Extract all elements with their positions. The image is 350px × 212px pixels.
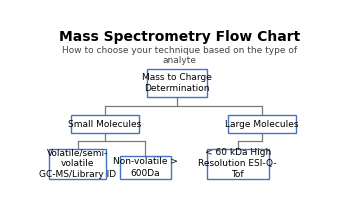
Text: Mass Spectrometry Flow Chart: Mass Spectrometry Flow Chart — [59, 29, 300, 43]
Text: Large Molecules: Large Molecules — [225, 120, 299, 129]
Text: Volatile/semi-
volatile
GC-MS/Library ID: Volatile/semi- volatile GC-MS/Library ID — [39, 148, 116, 179]
Text: Non-volatile >
600Da: Non-volatile > 600Da — [113, 157, 178, 177]
FancyBboxPatch shape — [49, 149, 106, 179]
FancyBboxPatch shape — [120, 156, 171, 179]
FancyBboxPatch shape — [228, 115, 296, 133]
Text: Mass to Charge
Determination: Mass to Charge Determination — [142, 73, 212, 93]
Text: Small Molecules: Small Molecules — [68, 120, 141, 129]
FancyBboxPatch shape — [71, 115, 139, 133]
FancyBboxPatch shape — [147, 69, 206, 97]
FancyBboxPatch shape — [206, 149, 269, 179]
Text: < 60 kDa High
Resolution ESI-Q-
Tof: < 60 kDa High Resolution ESI-Q- Tof — [198, 148, 277, 179]
Text: How to choose your technique based on the type of
analyte: How to choose your technique based on th… — [62, 46, 297, 65]
